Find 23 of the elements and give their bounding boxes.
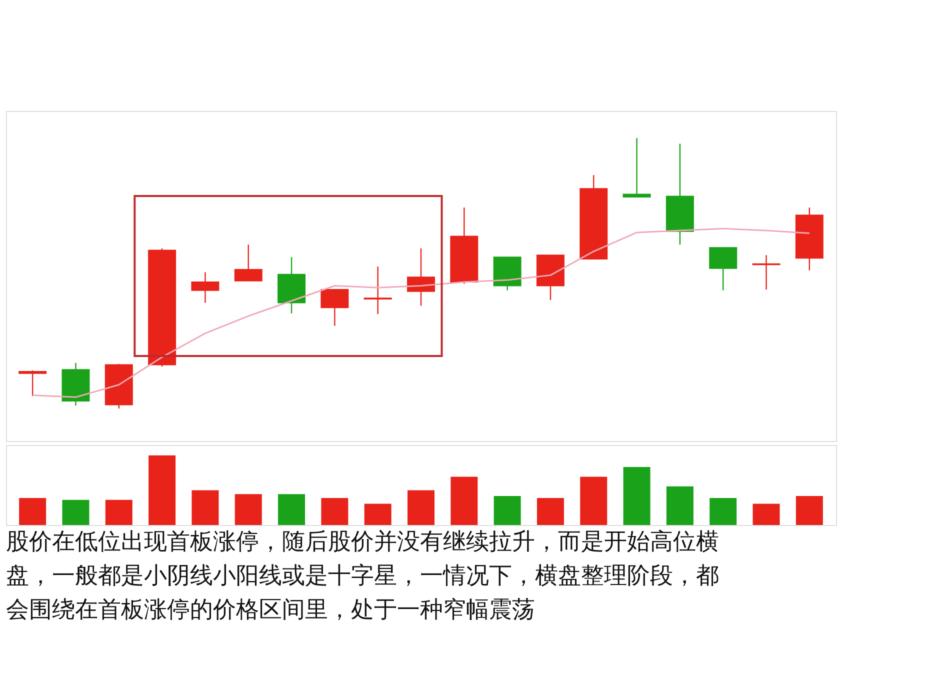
- bar: [105, 500, 132, 525]
- bar: [710, 498, 737, 525]
- bar: [364, 504, 392, 525]
- bar: [408, 490, 434, 525]
- bar: [19, 498, 46, 525]
- candlestick: [364, 266, 392, 315]
- bar: [148, 455, 176, 525]
- bar: [580, 476, 608, 525]
- bar: [494, 496, 521, 525]
- bar: [278, 494, 306, 525]
- candlestick: [622, 137, 651, 198]
- bar: [666, 486, 694, 525]
- bar: [450, 476, 478, 525]
- bar: [796, 496, 823, 525]
- bar: [321, 498, 348, 525]
- bar: [623, 467, 650, 525]
- candlestick: [18, 370, 47, 397]
- bar: [234, 494, 262, 525]
- bar: [62, 500, 90, 525]
- bar: [536, 498, 564, 525]
- bar: [192, 490, 219, 525]
- text: 股价在低位出现首板涨停，随后股价并没有继续拉升，而是开始高位横盘，一般都是小阴线小阳线或是十字星，一情况下，横盘整理阶段，都会围绕在首板涨停的价格区间里，处于一种窄幅震荡: [6, 529, 719, 623]
- bar: [752, 504, 780, 525]
